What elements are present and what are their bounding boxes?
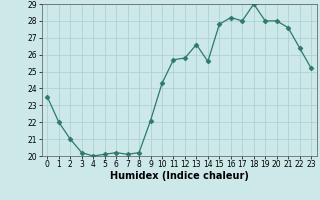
X-axis label: Humidex (Indice chaleur): Humidex (Indice chaleur) <box>110 171 249 181</box>
